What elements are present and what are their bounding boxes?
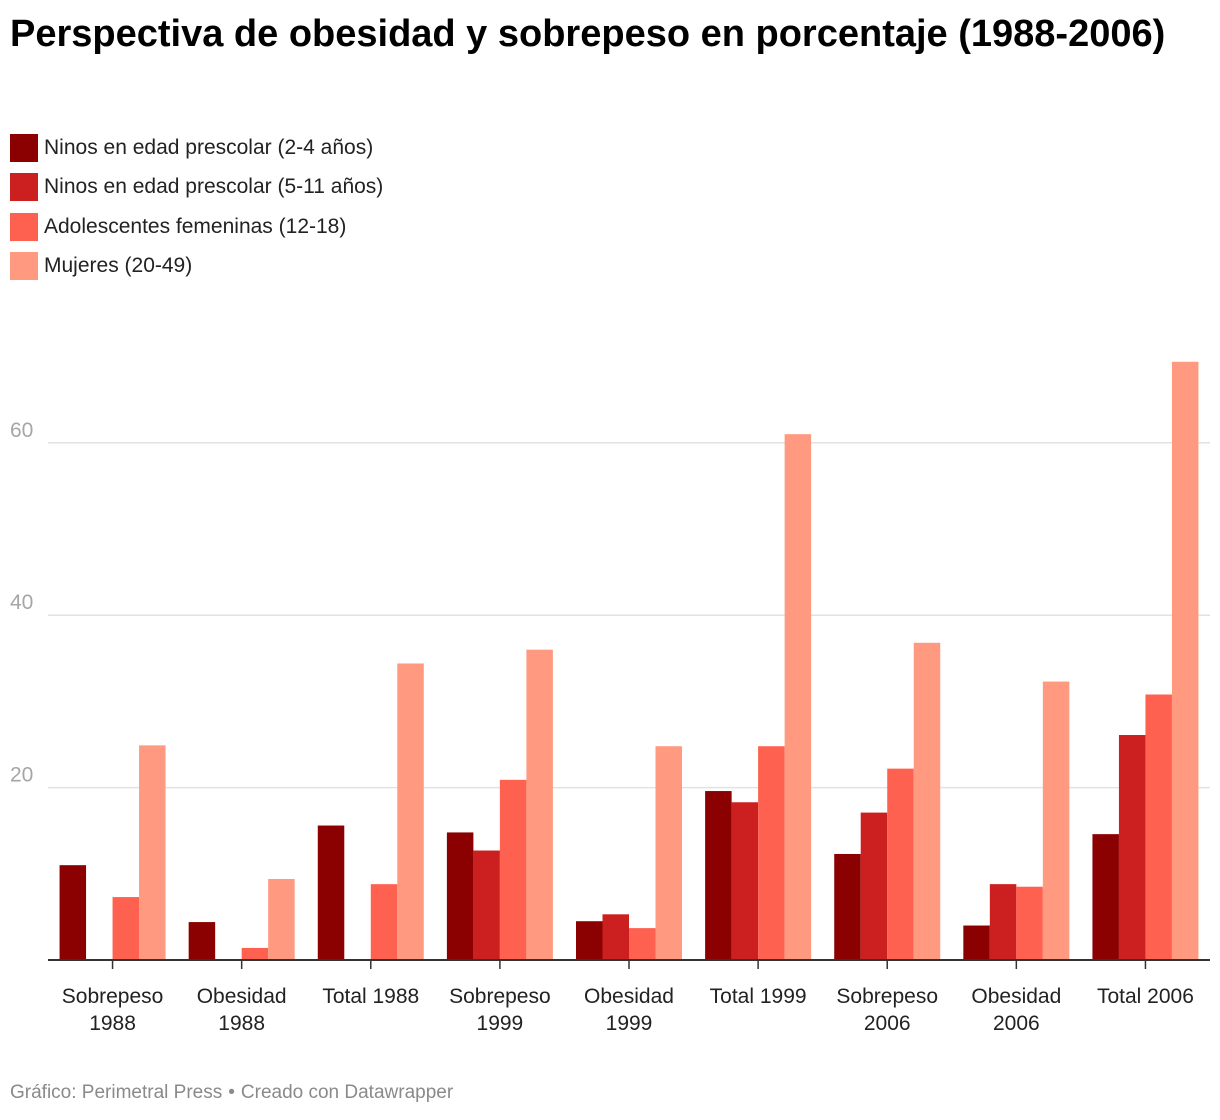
legend-swatch — [10, 133, 38, 162]
bar — [188, 922, 216, 960]
chart-footer: Gráfico: Perimetral Press • Creado con Dat… — [10, 1082, 453, 1104]
bar — [397, 663, 424, 960]
x-tick-label: Sobrepeso 2006 — [836, 985, 938, 1035]
bar — [1145, 694, 1172, 960]
bar — [576, 921, 603, 960]
bar — [526, 649, 553, 960]
bar — [860, 812, 888, 960]
x-tick-label-line: 1999 — [606, 1012, 653, 1035]
legend-label: Mujeres (20-49) — [44, 254, 193, 278]
bar — [1118, 735, 1146, 960]
bar — [1171, 361, 1199, 961]
bar — [59, 865, 87, 960]
x-tick-label: Obesidad 1988 — [197, 985, 287, 1035]
x-tick-label: Total 2006 — [1097, 985, 1194, 1008]
legend-item: Ninos en edad prescolar (5-11 años) — [10, 168, 383, 208]
legend-item: Mujeres (20-49) — [10, 247, 383, 287]
bar — [139, 745, 166, 960]
source-credit: Gráfico: Perimetral Press — [10, 1082, 223, 1103]
x-tick-label: Obesidad 1999 — [584, 985, 674, 1035]
x-tick-label-line: 1988 — [89, 1012, 136, 1035]
x-tick-label-line: Obesidad — [584, 985, 674, 1008]
x-tick-label-line: Total 2006 — [1097, 985, 1194, 1008]
bar — [887, 768, 914, 960]
bar — [241, 947, 269, 960]
x-tick-label-line: 1999 — [477, 1012, 524, 1035]
bar — [317, 825, 345, 960]
chart-legend: Ninos en edad prescolar (2-4 años) Ninos … — [10, 128, 383, 286]
x-tick-label-line: Obesidad — [971, 985, 1061, 1008]
bar — [1042, 681, 1070, 960]
x-tick-label: Total 1988 — [322, 985, 419, 1008]
x-tick-label: Total 1999 — [710, 985, 807, 1008]
x-tick-label-line: 2006 — [993, 1012, 1040, 1035]
x-tick-label-line: 1988 — [218, 1012, 265, 1035]
legend-label: Ninos en edad prescolar (5-11 años) — [44, 175, 384, 199]
bar — [268, 878, 295, 960]
footer-separator: • — [228, 1082, 235, 1103]
bar — [1016, 886, 1043, 960]
x-tick-label-line: Total 1988 — [322, 985, 419, 1008]
x-tick-label: Sobrepeso 1999 — [449, 985, 551, 1035]
bar — [731, 802, 759, 960]
bar — [989, 884, 1017, 960]
legend-item: Adolescentes femeninas (12-18) — [10, 207, 383, 247]
bar — [473, 850, 500, 960]
chart-title: Perspectiva de obesidad y sobrepeso en p… — [10, 13, 1166, 55]
x-tick-label-line: Total 1999 — [710, 985, 807, 1008]
y-tick-label: 20 — [10, 764, 33, 787]
x-tick-label-line: Sobrepeso — [62, 985, 164, 1008]
legend-swatch — [10, 173, 38, 202]
bar-chart: 20 40 60 Sobrepeso 1988 Obesidad 1988 Total 198… — [10, 361, 1210, 1035]
bar — [629, 928, 656, 960]
bar — [370, 884, 398, 960]
bar — [655, 746, 682, 960]
legend-swatch — [10, 212, 38, 241]
legend-label: Ninos en edad prescolar (2-4 años) — [44, 135, 374, 159]
bar — [1092, 834, 1119, 960]
bar — [758, 746, 785, 960]
bar — [913, 642, 941, 960]
x-tick-label-line: 2006 — [864, 1012, 911, 1035]
bar — [499, 779, 527, 960]
y-tick-label: 60 — [10, 419, 33, 442]
bar — [446, 832, 474, 960]
bar — [112, 897, 140, 960]
tool-credit: Creado con Datawrapper — [240, 1082, 454, 1103]
legend-swatch — [10, 252, 38, 281]
bar — [602, 914, 629, 960]
x-tick-label: Obesidad 2006 — [971, 985, 1061, 1035]
x-tick-label-line: Sobrepeso — [836, 985, 938, 1008]
x-tick-label-line: Sobrepeso — [449, 985, 551, 1008]
legend-label: Adolescentes femeninas (12-18) — [44, 214, 347, 238]
y-tick-label: 40 — [10, 591, 33, 614]
bar — [784, 434, 812, 960]
bar — [834, 853, 861, 960]
bar — [963, 925, 990, 960]
x-tick-label: Sobrepeso 1988 — [62, 985, 164, 1035]
bar — [705, 791, 732, 960]
x-tick-label-line: Obesidad — [197, 985, 287, 1008]
legend-item: Ninos en edad prescolar (2-4 años) — [10, 128, 383, 168]
